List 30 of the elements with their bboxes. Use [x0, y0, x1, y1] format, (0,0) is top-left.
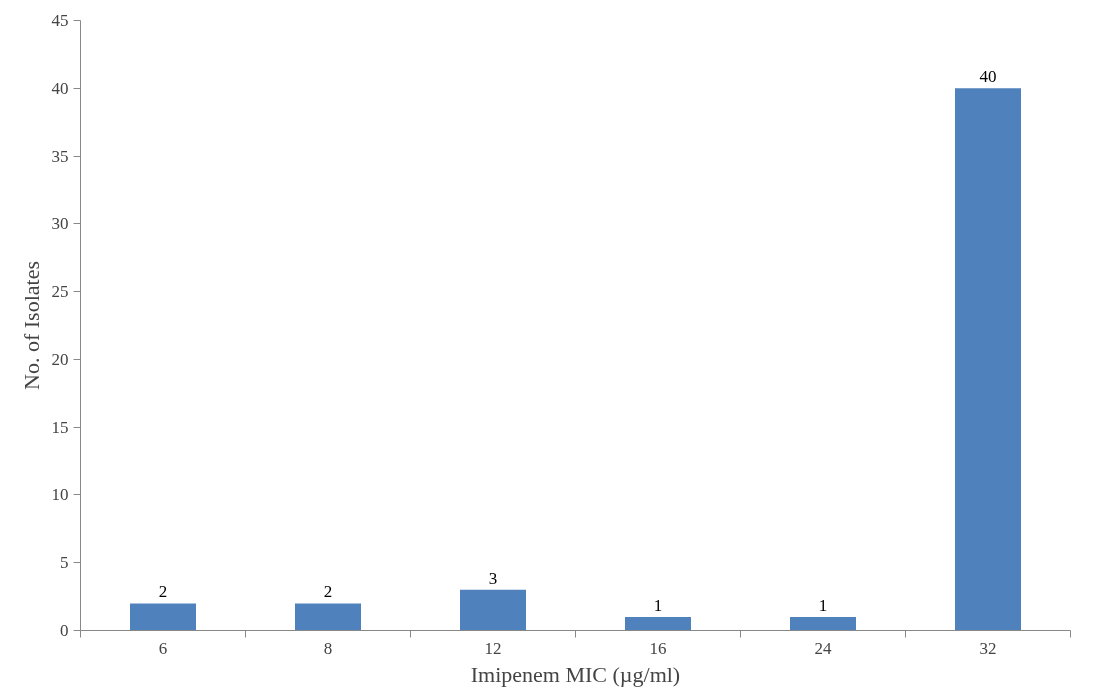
data-label: 3 [488, 568, 498, 588]
y-tick-label: 40 [51, 78, 69, 98]
x-tick-label: 12 [484, 638, 502, 658]
data-label: 2 [158, 582, 168, 602]
bar [295, 603, 361, 631]
x-tick-label: 8 [323, 638, 333, 658]
y-tick-label: 10 [51, 485, 69, 505]
y-tick-label: 30 [51, 214, 69, 234]
x-axis-title: Imipenem MIC (µg/ml) [470, 661, 681, 687]
y-tick-label: 45 [51, 11, 69, 30]
y-tick-label: 35 [51, 146, 69, 166]
data-label: 40 [979, 67, 997, 87]
x-tick-label: 24 [814, 638, 832, 658]
bar [625, 616, 691, 631]
x-tick-label: 32 [979, 638, 997, 658]
data-label: 2 [323, 582, 333, 602]
x-tick-label: 6 [158, 638, 168, 658]
y-axis-title: No. of Isolates [18, 261, 44, 390]
y-tick-label: 15 [51, 417, 69, 437]
data-label: 1 [653, 595, 663, 615]
y-tick-label: 25 [51, 282, 69, 302]
y-tick-label: 20 [51, 349, 69, 369]
y-tick-label: 0 [60, 621, 69, 640]
bar [790, 616, 856, 631]
y-tick-label: 5 [60, 553, 69, 573]
x-tick-label: 16 [649, 638, 667, 658]
bar [460, 589, 526, 631]
data-label: 1 [818, 595, 828, 615]
bar [130, 603, 196, 631]
bar [955, 88, 1021, 631]
